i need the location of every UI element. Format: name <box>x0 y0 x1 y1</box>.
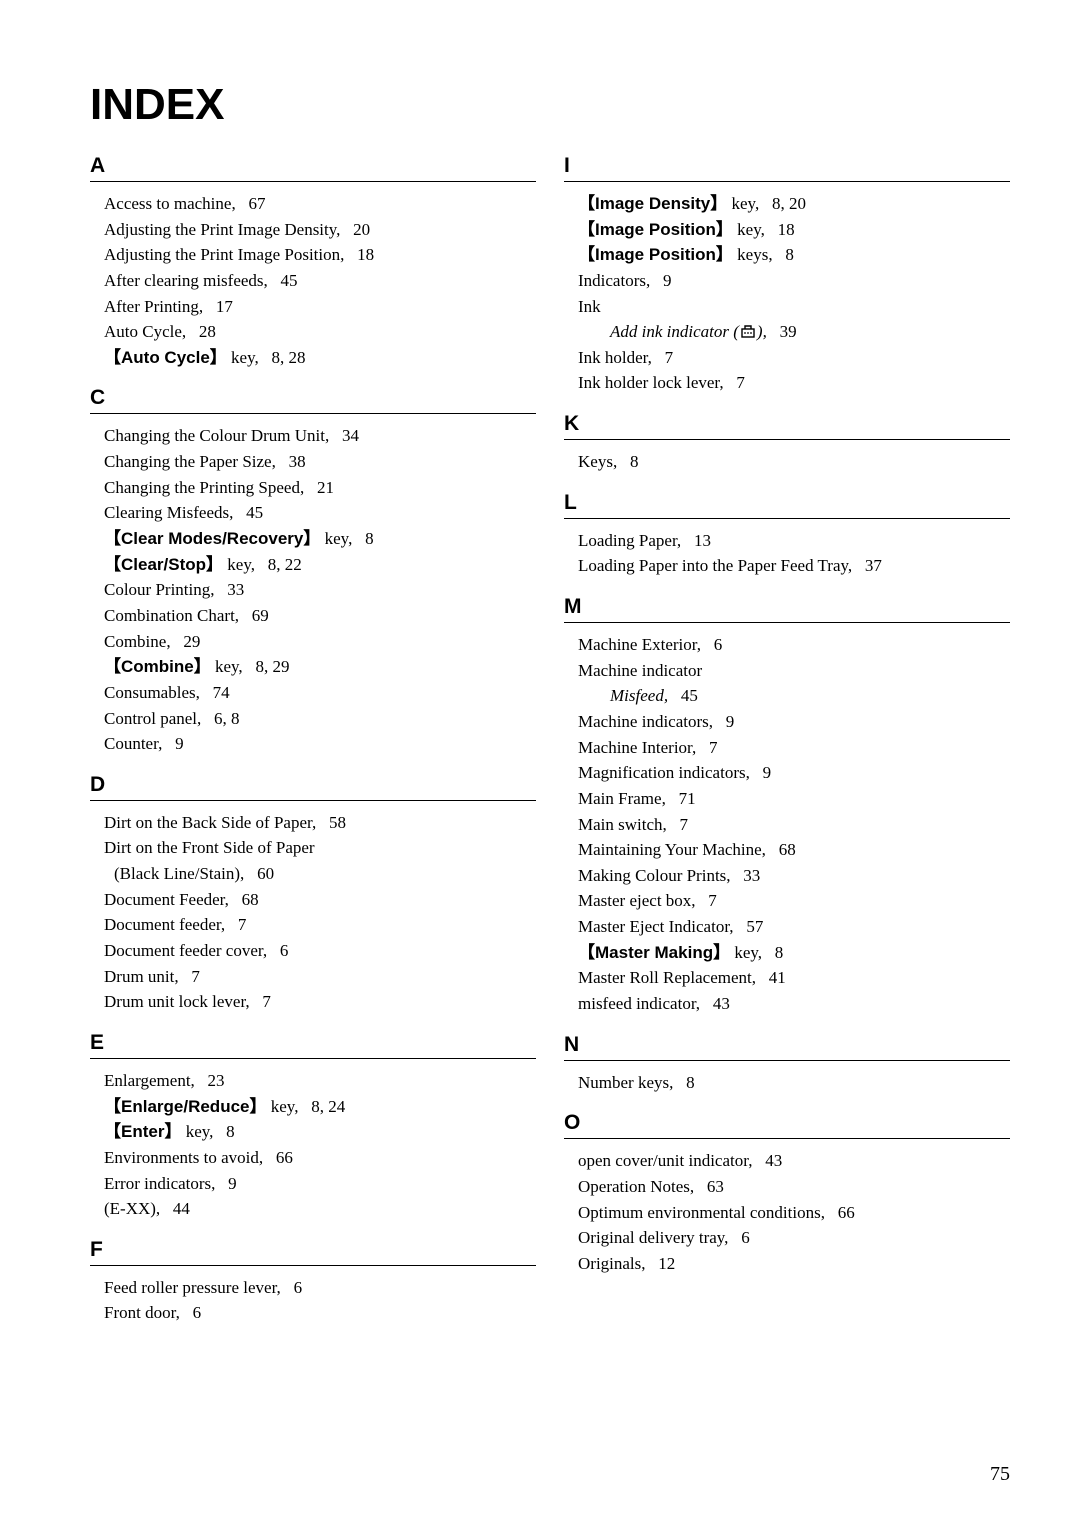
index-entry: Master eject box, 7 <box>578 889 1010 914</box>
index-entry: 【Clear/Stop】 key, 8, 22 <box>104 553 536 578</box>
index-subentry: Misfeed, 45 <box>610 684 1010 709</box>
index-entry: Dirt on the Front Side of Paper <box>104 836 536 861</box>
right-column: I【Image Density】 key, 8, 20【Image Positi… <box>564 154 1010 1327</box>
page-title: INDEX <box>90 80 1010 130</box>
index-entries: Dirt on the Back Side of Paper, 58Dirt o… <box>90 811 536 1015</box>
index-entry: Document Feeder, 68 <box>104 888 536 913</box>
index-entry: Original delivery tray, 6 <box>578 1226 1010 1251</box>
index-columns: AAccess to machine, 67Adjusting the Prin… <box>90 154 1010 1327</box>
index-entry: Environments to avoid, 66 <box>104 1146 536 1171</box>
index-entry: Changing the Paper Size, 38 <box>104 450 536 475</box>
index-entry: Machine indicator <box>578 659 1010 684</box>
index-entry: Keys, 8 <box>578 450 1010 475</box>
index-entry: 【Clear Modes/Recovery】 key, 8 <box>104 527 536 552</box>
index-entries: 【Image Density】 key, 8, 20【Image Positio… <box>564 192 1010 396</box>
index-entries: Machine Exterior, 6Machine indicatorMisf… <box>564 633 1010 1017</box>
index-entry: 【Enter】 key, 8 <box>104 1120 536 1145</box>
index-entry: Auto Cycle, 28 <box>104 320 536 345</box>
index-letter-heading: E <box>90 1031 536 1059</box>
index-entry: Ink holder, 7 <box>578 346 1010 371</box>
index-entry: Originals, 12 <box>578 1252 1010 1277</box>
index-entry: Loading Paper into the Paper Feed Tray, … <box>578 554 1010 579</box>
index-entry: Dirt on the Back Side of Paper, 58 <box>104 811 536 836</box>
index-letter-heading: I <box>564 154 1010 182</box>
index-entry: Machine Interior, 7 <box>578 736 1010 761</box>
index-entry: Main switch, 7 <box>578 813 1010 838</box>
index-entry: After Printing, 17 <box>104 295 536 320</box>
index-entry: Master Eject Indicator, 57 <box>578 915 1010 940</box>
index-entry: 【Image Position】 keys, 8 <box>578 243 1010 268</box>
index-entry: Loading Paper, 13 <box>578 529 1010 554</box>
index-entry: (E-XX), 44 <box>104 1197 536 1222</box>
index-entry: Making Colour Prints, 33 <box>578 864 1010 889</box>
index-entry: 【Auto Cycle】 key, 8, 28 <box>104 346 536 371</box>
index-entry: Adjusting the Print Image Density, 20 <box>104 218 536 243</box>
index-letter-heading: C <box>90 386 536 414</box>
index-entry: Maintaining Your Machine, 68 <box>578 838 1010 863</box>
index-entries: Changing the Colour Drum Unit, 34Changin… <box>90 424 536 756</box>
index-entry: Counter, 9 <box>104 732 536 757</box>
index-entry: misfeed indicator, 43 <box>578 992 1010 1017</box>
index-entry: Machine indicators, 9 <box>578 710 1010 735</box>
index-subentry: Add ink indicator (), 39 <box>610 320 1010 345</box>
index-entry: Master Roll Replacement, 41 <box>578 966 1010 991</box>
index-letter-heading: O <box>564 1111 1010 1139</box>
index-letter-heading: A <box>90 154 536 182</box>
index-entry: Document feeder cover, 6 <box>104 939 536 964</box>
index-entry: Adjusting the Print Image Position, 18 <box>104 243 536 268</box>
index-entry: open cover/unit indicator, 43 <box>578 1149 1010 1174</box>
index-entry: Combination Chart, 69 <box>104 604 536 629</box>
index-entries: Enlargement, 23【Enlarge/Reduce】 key, 8, … <box>90 1069 536 1222</box>
index-entry: Optimum environmental conditions, 66 <box>578 1201 1010 1226</box>
index-entry: 【Image Density】 key, 8, 20 <box>578 192 1010 217</box>
index-entry: Drum unit lock lever, 7 <box>104 990 536 1015</box>
index-letter-heading: D <box>90 773 536 801</box>
index-entry: 【Master Making】 key, 8 <box>578 941 1010 966</box>
index-letter-heading: F <box>90 1238 536 1266</box>
index-entry: Operation Notes, 63 <box>578 1175 1010 1200</box>
index-entry: 【Image Position】 key, 18 <box>578 218 1010 243</box>
index-entry: Access to machine, 67 <box>104 192 536 217</box>
index-entry: Ink holder lock lever, 7 <box>578 371 1010 396</box>
index-entry: Indicators, 9 <box>578 269 1010 294</box>
index-entries: Loading Paper, 13Loading Paper into the … <box>564 529 1010 579</box>
index-entries: Number keys, 8 <box>564 1071 1010 1096</box>
index-entry: Consumables, 74 <box>104 681 536 706</box>
index-entry: Number keys, 8 <box>578 1071 1010 1096</box>
index-entries: Keys, 8 <box>564 450 1010 475</box>
index-entry: Colour Printing, 33 <box>104 578 536 603</box>
index-entry: Machine Exterior, 6 <box>578 633 1010 658</box>
index-entry: Changing the Printing Speed, 21 <box>104 476 536 501</box>
index-entry-continuation: (Black Line/Stain), 60 <box>114 862 536 887</box>
index-entries: open cover/unit indicator, 43Operation N… <box>564 1149 1010 1276</box>
index-entry: Drum unit, 7 <box>104 965 536 990</box>
index-entry: Clearing Misfeeds, 45 <box>104 501 536 526</box>
index-letter-heading: L <box>564 491 1010 519</box>
index-entry: Ink <box>578 295 1010 320</box>
index-letter-heading: N <box>564 1033 1010 1061</box>
index-entry: Document feeder, 7 <box>104 913 536 938</box>
page-number: 75 <box>990 1463 1010 1486</box>
index-entry: After clearing misfeeds, 45 <box>104 269 536 294</box>
index-entries: Access to machine, 67Adjusting the Print… <box>90 192 536 370</box>
index-entry: Feed roller pressure lever, 6 <box>104 1276 536 1301</box>
index-entry: 【Enlarge/Reduce】 key, 8, 24 <box>104 1095 536 1120</box>
index-entry: Enlargement, 23 <box>104 1069 536 1094</box>
index-entry: Control panel, 6, 8 <box>104 707 536 732</box>
index-entry: Magnification indicators, 9 <box>578 761 1010 786</box>
left-column: AAccess to machine, 67Adjusting the Prin… <box>90 154 536 1327</box>
index-entry: Main Frame, 71 <box>578 787 1010 812</box>
index-letter-heading: M <box>564 595 1010 623</box>
index-entry: Combine, 29 <box>104 630 536 655</box>
index-entry: Front door, 6 <box>104 1301 536 1326</box>
index-entry: Changing the Colour Drum Unit, 34 <box>104 424 536 449</box>
index-entry: Error indicators, 9 <box>104 1172 536 1197</box>
index-entry: 【Combine】 key, 8, 29 <box>104 655 536 680</box>
index-entries: Feed roller pressure lever, 6Front door,… <box>90 1276 536 1326</box>
index-letter-heading: K <box>564 412 1010 440</box>
